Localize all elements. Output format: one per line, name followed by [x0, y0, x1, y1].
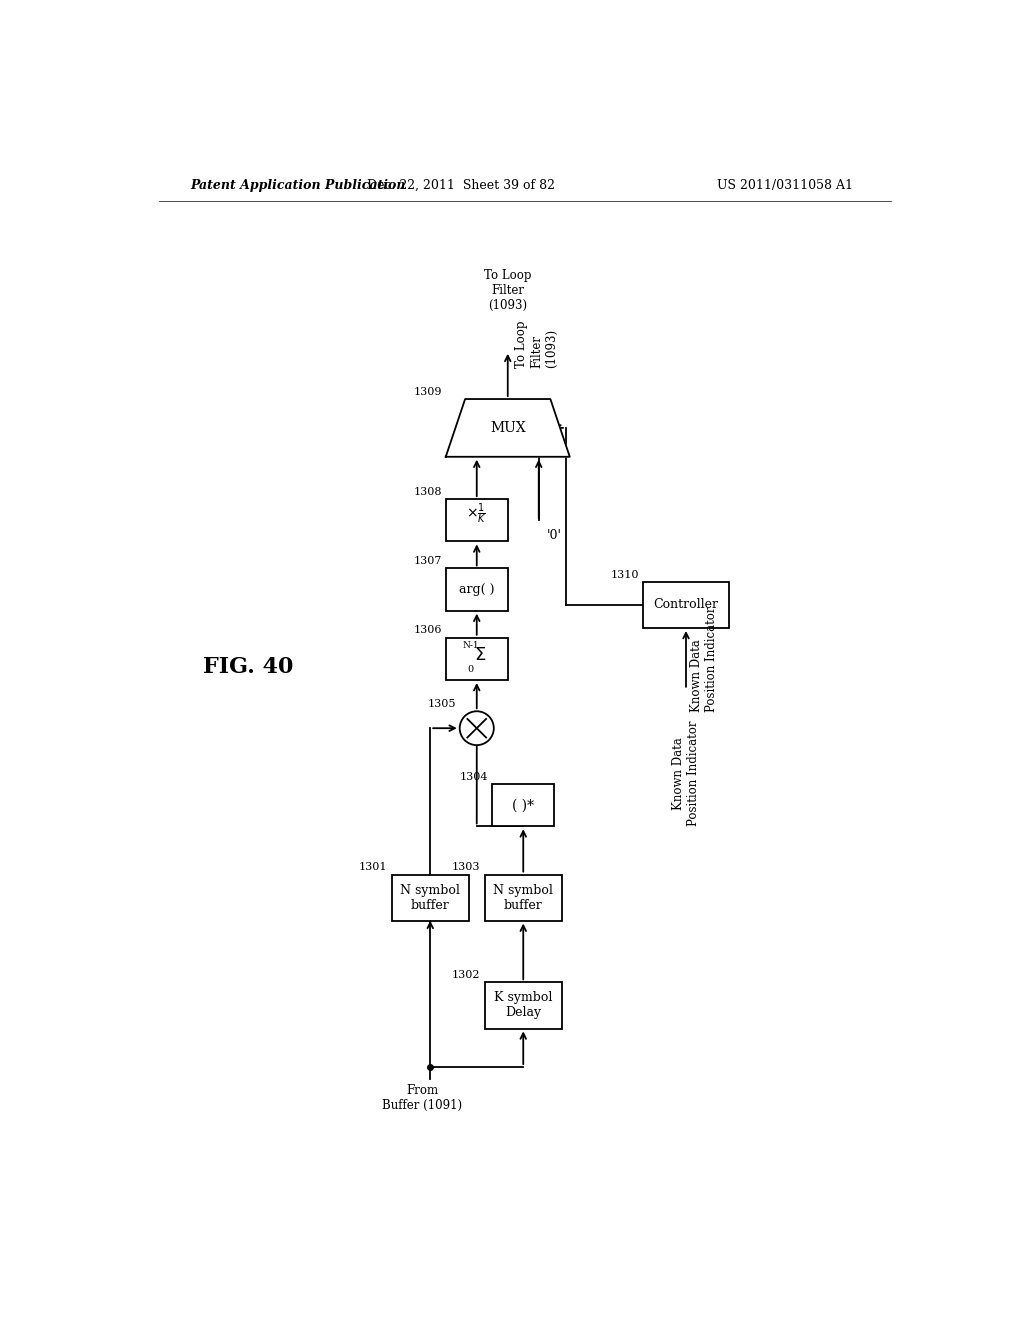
Text: 1307: 1307: [414, 556, 442, 566]
Text: 1305: 1305: [427, 700, 456, 709]
Text: Known Data
Position Indicator: Known Data Position Indicator: [672, 721, 700, 826]
Bar: [643, 582, 729, 628]
Text: $\times\frac{1}{K}$: $\times\frac{1}{K}$: [466, 502, 487, 527]
Bar: [391, 875, 469, 921]
Text: To Loop
Filter
(1093): To Loop Filter (1093): [515, 321, 558, 367]
Text: 1302: 1302: [453, 970, 480, 979]
Text: 1301: 1301: [359, 862, 388, 873]
Text: 1308: 1308: [414, 487, 442, 496]
Text: arg( ): arg( ): [459, 583, 495, 597]
Text: K symbol
Delay: K symbol Delay: [494, 991, 552, 1019]
Text: N symbol
buffer: N symbol buffer: [400, 883, 460, 912]
Text: 1304: 1304: [460, 772, 488, 781]
Bar: [484, 875, 562, 921]
Text: N-1: N-1: [462, 640, 479, 649]
Bar: [445, 638, 508, 680]
Text: From
Buffer (1091): From Buffer (1091): [382, 1084, 463, 1111]
Text: To Loop
Filter
(1093): To Loop Filter (1093): [484, 269, 531, 313]
Text: 1303: 1303: [453, 862, 480, 873]
Text: FIG. 40: FIG. 40: [203, 656, 293, 677]
Text: Controller: Controller: [653, 598, 719, 611]
Text: $\Sigma$: $\Sigma$: [474, 645, 486, 664]
Text: 0: 0: [468, 665, 474, 675]
Text: Known Data
Position Indicator: Known Data Position Indicator: [690, 606, 718, 711]
Bar: [445, 499, 508, 541]
Text: N symbol
buffer: N symbol buffer: [494, 883, 553, 912]
Bar: [484, 982, 562, 1028]
Bar: [445, 569, 508, 611]
Text: 1309: 1309: [414, 387, 442, 397]
Text: ( )*: ( )*: [512, 799, 535, 812]
Text: 1310: 1310: [611, 570, 640, 579]
Text: Patent Application Publication: Patent Application Publication: [190, 178, 406, 191]
Text: 1306: 1306: [414, 626, 442, 635]
Text: Dec. 22, 2011  Sheet 39 of 82: Dec. 22, 2011 Sheet 39 of 82: [368, 178, 555, 191]
Polygon shape: [445, 399, 569, 457]
Text: MUX: MUX: [489, 421, 525, 434]
Bar: [493, 784, 554, 826]
Text: '0': '0': [547, 529, 561, 543]
Circle shape: [460, 711, 494, 744]
Text: US 2011/0311058 A1: US 2011/0311058 A1: [717, 178, 853, 191]
